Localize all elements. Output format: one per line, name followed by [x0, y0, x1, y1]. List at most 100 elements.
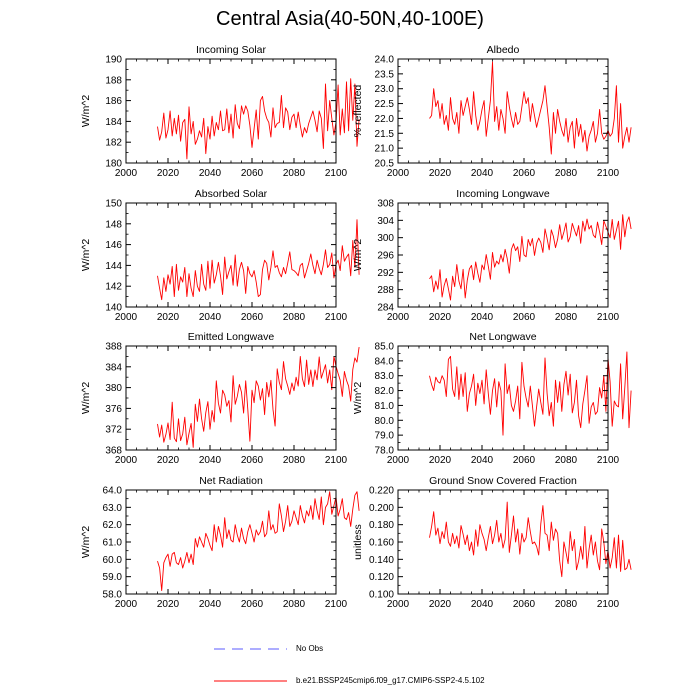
incoming-solar-xtick-label-2080: 2080	[283, 168, 306, 179]
albedo-plot-frame	[397, 58, 609, 164]
incoming-solar-ytick-label-4: 188	[105, 75, 122, 86]
ground-snow-covered-fraction-xtick-label-2000: 2000	[387, 599, 410, 610]
incoming-longwave-xtick-label-2080: 2080	[555, 312, 578, 323]
albedo-series-line-0	[429, 61, 632, 155]
incoming-longwave-plot-frame	[397, 202, 609, 308]
absorbed-solar-xtick-label-2100: 2100	[325, 312, 348, 323]
incoming-solar-xtick-label-2040: 2040	[199, 168, 222, 179]
net-radiation-xtick-label-2080: 2080	[283, 599, 306, 610]
incoming-longwave-series-line-0	[429, 214, 632, 301]
absorbed-solar-ytick-label-2: 144	[105, 261, 122, 272]
net-radiation-ytick-label-3: 61.0	[103, 538, 123, 549]
incoming-solar-xtick-label-2020: 2020	[157, 168, 180, 179]
albedo-ylabel: % reflected	[352, 85, 364, 138]
absorbed-solar-xtick-label-2080: 2080	[283, 312, 306, 323]
ground-snow-covered-fraction-ytick-label-6: 0.220	[369, 486, 394, 497]
net-radiation-series-line-0	[157, 491, 360, 591]
net-longwave-ytick-label-1: 79.0	[375, 431, 395, 442]
emitted-longwave-plot-frame	[125, 345, 337, 451]
chart-albedo: 2000 2020 2040 2060 2080 2100 20.5 21.0 21.5 22.0…	[352, 44, 632, 179]
net-longwave-ytick-label-0: 78.0	[375, 446, 395, 457]
incoming-solar-ytick-label-0: 180	[105, 159, 122, 170]
ground-snow-covered-fraction-ytick-label-0: 0.100	[369, 590, 394, 601]
net-longwave-ylabel: W/m^2	[352, 382, 364, 415]
incoming-solar-plot-frame	[125, 58, 337, 164]
ground-snow-covered-fraction-xtick-label-2100: 2100	[597, 599, 620, 610]
incoming-solar-ytick-label-2: 184	[105, 117, 122, 128]
emitted-longwave-series-line-0	[157, 346, 360, 448]
emitted-longwave-ylabel: W/m^2	[80, 382, 92, 415]
absorbed-solar-ytick-label-1: 142	[105, 282, 122, 293]
net-longwave-xtick-label-2000: 2000	[387, 455, 410, 466]
emitted-longwave-xtick-label-2060: 2060	[241, 455, 264, 466]
emitted-longwave-ytick-label-4: 384	[105, 362, 122, 373]
albedo-ytick-label-3: 22.0	[375, 114, 395, 125]
albedo-title: Albedo	[487, 44, 520, 56]
incoming-longwave-xtick-label-2040: 2040	[471, 312, 494, 323]
chart-net-longwave: 2000 2020 2040 2060 2080 2100 78.0 79.0 80.0 81.0…	[352, 331, 632, 466]
net-radiation-ytick-label-4: 62.0	[103, 520, 123, 531]
absorbed-solar-series-line-0	[157, 219, 360, 301]
chart-incoming-solar: 2000 2020 2040 2060 2080 2100 180 182 184 186 188 1…	[80, 44, 360, 179]
ground-snow-covered-fraction-xtick-label-2020: 2020	[429, 599, 452, 610]
emitted-longwave-xtick-label-2000: 2000	[115, 455, 138, 466]
albedo-xtick-label-2100: 2100	[597, 168, 620, 179]
albedo-ytick-label-6: 23.5	[375, 69, 395, 80]
albedo-ytick-label-0: 20.5	[375, 159, 395, 170]
net-radiation-ylabel: W/m^2	[80, 526, 92, 559]
chart-absorbed-solar: 2000 2020 2040 2060 2080 2100 140 142 144 146 148 1…	[80, 188, 360, 323]
net-longwave-title: Net Longwave	[469, 331, 536, 343]
ground-snow-covered-fraction-ytick-label-2: 0.140	[369, 555, 394, 566]
incoming-solar-xtick-label-2000: 2000	[115, 168, 138, 179]
albedo-ytick-label-2: 21.5	[375, 129, 395, 140]
incoming-solar-xtick-label-2060: 2060	[241, 168, 264, 179]
net-radiation-xtick-label-2020: 2020	[157, 599, 180, 610]
emitted-longwave-ytick-label-0: 368	[105, 446, 122, 457]
net-longwave-series-line-0	[429, 351, 632, 436]
emitted-longwave-xtick-label-2040: 2040	[199, 455, 222, 466]
net-longwave-xtick-label-2060: 2060	[513, 455, 536, 466]
incoming-solar-ytick-label-1: 182	[105, 138, 122, 149]
absorbed-solar-ytick-label-5: 150	[105, 199, 122, 210]
incoming-solar-ytick-label-5: 190	[105, 55, 122, 66]
ground-snow-covered-fraction-title: Ground Snow Covered Fraction	[429, 475, 577, 487]
net-radiation-ytick-label-6: 64.0	[103, 486, 123, 497]
incoming-solar-title: Incoming Solar	[196, 44, 267, 56]
ground-snow-covered-fraction-xtick-label-2080: 2080	[555, 599, 578, 610]
incoming-longwave-xtick-label-2000: 2000	[387, 312, 410, 323]
ground-snow-covered-fraction-ytick-label-3: 0.160	[369, 538, 394, 549]
emitted-longwave-ytick-label-1: 372	[105, 425, 122, 436]
incoming-longwave-ytick-label-0: 284	[377, 303, 394, 314]
incoming-longwave-xtick-label-2100: 2100	[597, 312, 620, 323]
absorbed-solar-title: Absorbed Solar	[195, 188, 268, 200]
emitted-longwave-xtick-label-2020: 2020	[157, 455, 180, 466]
absorbed-solar-xtick-label-2020: 2020	[157, 312, 180, 323]
incoming-longwave-ytick-label-5: 304	[377, 216, 394, 227]
ground-snow-covered-fraction-series-line-0	[429, 501, 632, 578]
net-longwave-ytick-label-6: 84.0	[375, 356, 395, 367]
net-radiation-ytick-label-2: 60.0	[103, 555, 123, 566]
emitted-longwave-ytick-label-2: 376	[105, 404, 122, 415]
net-longwave-xtick-label-2040: 2040	[471, 455, 494, 466]
net-radiation-ytick-label-0: 58.0	[103, 590, 123, 601]
net-radiation-ytick-label-1: 59.0	[103, 572, 123, 583]
ground-snow-covered-fraction-ytick-label-4: 0.180	[369, 520, 394, 531]
incoming-longwave-xtick-label-2060: 2060	[513, 312, 536, 323]
incoming-solar-series-line-0	[157, 78, 360, 160]
chart-emitted-longwave: 2000 2020 2040 2060 2080 2100 368 372 376 380 384 3…	[80, 331, 360, 466]
net-longwave-ytick-label-2: 80.0	[375, 416, 395, 427]
incoming-longwave-ytick-label-6: 308	[377, 199, 394, 210]
incoming-longwave-ytick-label-4: 300	[377, 233, 394, 244]
net-longwave-ytick-label-3: 81.0	[375, 401, 395, 412]
absorbed-solar-ytick-label-3: 146	[105, 240, 122, 251]
albedo-xtick-label-2080: 2080	[555, 168, 578, 179]
net-radiation-plot-frame	[125, 489, 337, 595]
net-longwave-xtick-label-2080: 2080	[555, 455, 578, 466]
ground-snow-covered-fraction-plot-frame	[397, 489, 609, 595]
absorbed-solar-xtick-label-2040: 2040	[199, 312, 222, 323]
net-radiation-xtick-label-2040: 2040	[199, 599, 222, 610]
net-radiation-xtick-label-2000: 2000	[115, 599, 138, 610]
incoming-solar-ylabel: W/m^2	[80, 95, 92, 128]
emitted-longwave-title: Emitted Longwave	[188, 331, 275, 343]
